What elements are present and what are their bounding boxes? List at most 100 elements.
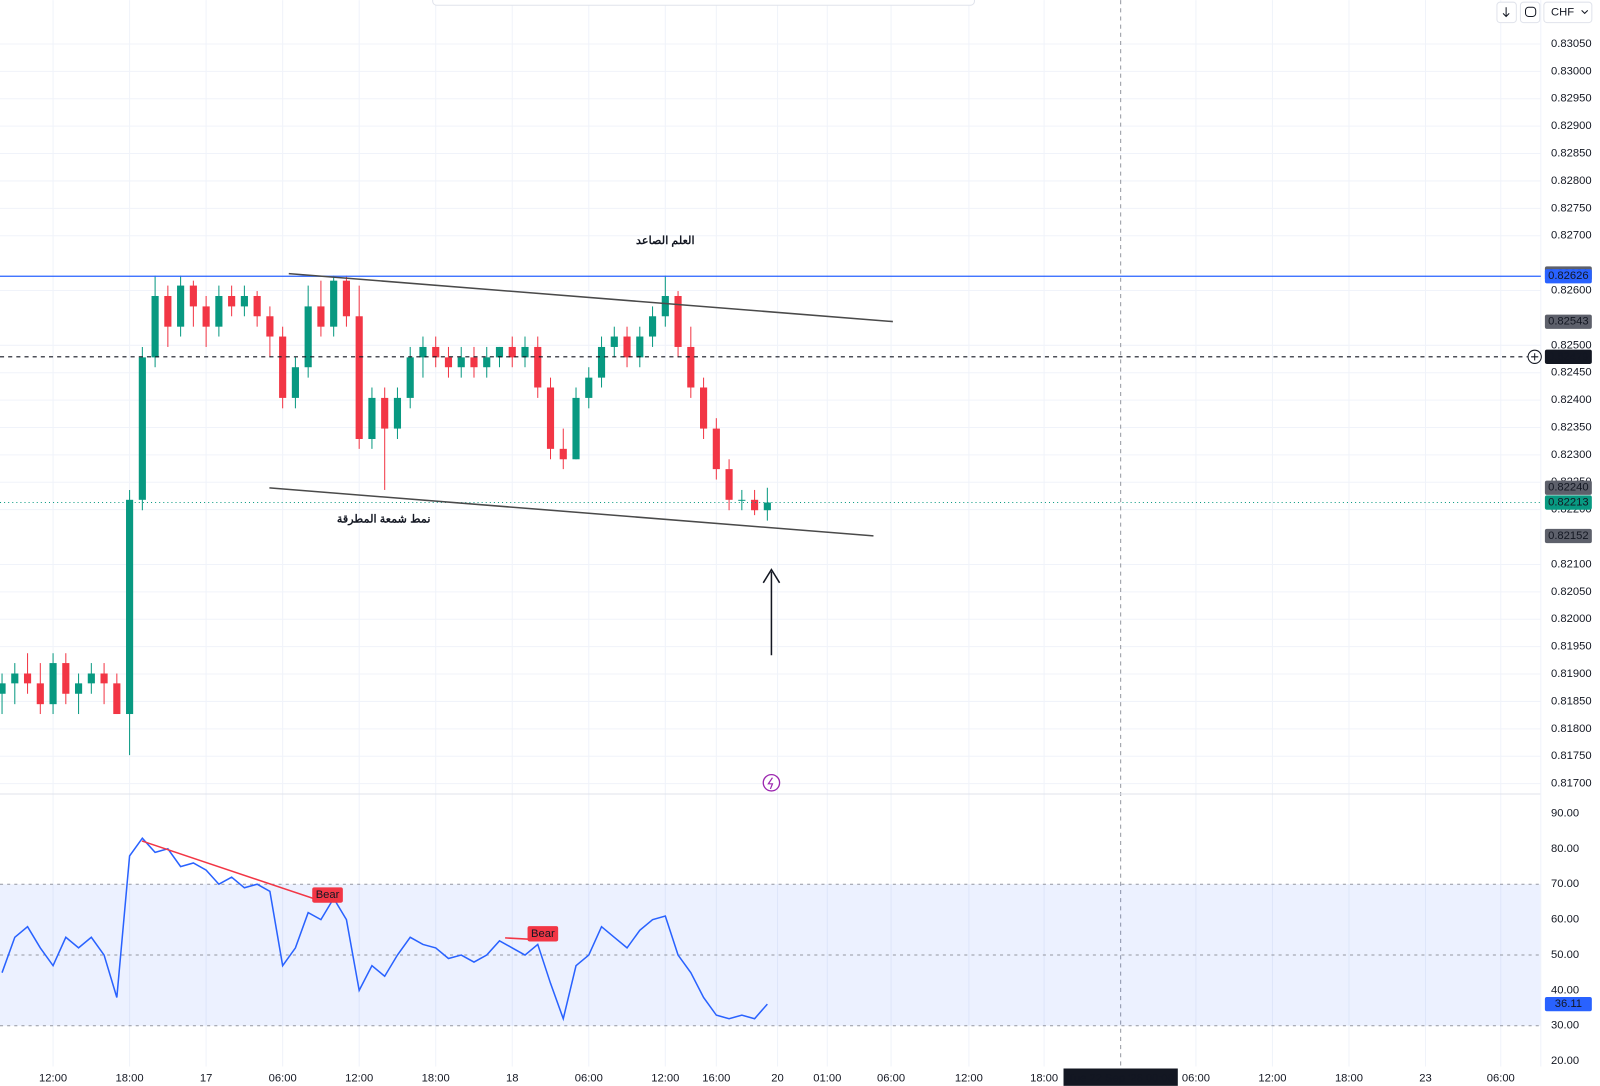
candle-body (304, 306, 312, 368)
candle-body (419, 346, 427, 358)
y-tick-label: 0.82500 (1551, 339, 1592, 351)
candle-body (253, 295, 261, 317)
y-tick-label: 0.82100 (1551, 558, 1592, 570)
signal-label: Bear (316, 889, 340, 901)
scroll-icon (1502, 7, 1510, 18)
upper-trendline (288, 272, 893, 323)
candle-body (648, 316, 657, 337)
price-badge-label: 0.82213 (1548, 497, 1589, 509)
crosshair-add-icon (1531, 353, 1539, 361)
candle-body (355, 316, 363, 439)
candle-body (495, 346, 504, 358)
arrow-head (762, 568, 781, 584)
price-badge (1544, 349, 1592, 364)
price-badge-label: 0.82543 (1548, 316, 1589, 328)
price-badge (1544, 269, 1592, 284)
candle-body (202, 306, 210, 327)
candle-body (36, 683, 44, 705)
y-tick-label: 0.82800 (1551, 175, 1592, 187)
x-tick-label: 18 (506, 1073, 518, 1085)
y-tick-label: 20.00 (1551, 1055, 1579, 1067)
y-tick-label: 0.83050 (1551, 38, 1592, 50)
candle-body (623, 336, 631, 358)
x-tick-label: 17 (200, 1073, 212, 1085)
x-tick-label: 12:00 (39, 1073, 67, 1085)
candle-body (113, 683, 121, 715)
signal-badge (527, 926, 559, 942)
y-tick-label: 60.00 (1551, 914, 1579, 926)
candle-body (228, 295, 236, 307)
y-tick-label: 0.81800 (1551, 723, 1592, 735)
y-tick-label: 0.83000 (1551, 65, 1592, 77)
candle-body (738, 499, 746, 501)
candle-body (585, 377, 593, 398)
rsi-badge-label: 36.11 (1555, 998, 1582, 1010)
candle-body (534, 346, 542, 388)
candle-body (279, 336, 287, 398)
x-tick-label: 06:00 (575, 1073, 603, 1085)
candle-body (62, 663, 70, 694)
candle-body (100, 673, 108, 684)
crosshair-time-label: Tue 22 Sep '26 00:00 (1067, 1073, 1174, 1085)
candle-body (546, 387, 555, 449)
candle-body (164, 295, 172, 327)
candle-body (368, 397, 376, 439)
rsi-badge (1544, 997, 1592, 1012)
price-badge-label: 0.82152 (1548, 530, 1589, 542)
y-tick-label: 0.82050 (1551, 586, 1592, 598)
y-tick-label: 0.82350 (1551, 421, 1592, 433)
rsi-line (1, 836, 768, 1022)
price-badge (1544, 314, 1592, 329)
y-tick-label: 0.82400 (1551, 394, 1592, 406)
candle-body (432, 346, 440, 358)
candle-body (23, 673, 32, 684)
top-toolbar[interactable] (432, 0, 975, 6)
currency-button[interactable] (1543, 1, 1593, 24)
candle-body (393, 397, 402, 429)
candle-body (572, 397, 580, 460)
y-tick-label: 0.81850 (1551, 695, 1592, 707)
candle-body (444, 357, 453, 368)
sync-button[interactable] (1519, 1, 1541, 24)
x-tick-label: 23 (1419, 1073, 1431, 1085)
y-tick-label: 70.00 (1551, 878, 1579, 890)
x-tick-label: 18:00 (422, 1073, 450, 1085)
y-tick-label: 0.82300 (1551, 449, 1592, 461)
y-tick-label: 50.00 (1551, 949, 1579, 961)
candle-body (674, 295, 682, 347)
x-tick-label: 18:00 (116, 1073, 144, 1085)
candle-body (700, 387, 708, 429)
y-tick-label: 0.82700 (1551, 230, 1592, 242)
rsi-band (0, 884, 1541, 1026)
y-tick-label: 40.00 (1551, 984, 1579, 996)
x-tick-label: 06:00 (877, 1073, 905, 1085)
x-tick-label: 06:00 (1487, 1073, 1515, 1085)
event-icon-bolt (767, 777, 774, 790)
y-tick-label: 0.82450 (1551, 367, 1592, 379)
sync-icon (1525, 6, 1537, 17)
candle-body (381, 397, 389, 429)
price-badge-label: 0.82479 (1548, 351, 1589, 363)
y-tick-label: 0.82950 (1551, 93, 1592, 105)
y-tick-label: 80.00 (1551, 843, 1579, 855)
y-tick-label: 0.82600 (1551, 284, 1592, 296)
candle-body (751, 499, 759, 511)
candle-body (712, 428, 720, 470)
candle-body (330, 280, 338, 327)
price-badge-label: 0.82240 (1548, 482, 1589, 494)
y-tick-label: 0.81950 (1551, 641, 1592, 653)
candle-body (470, 357, 478, 368)
x-tick-label: 18:00 (1030, 1073, 1058, 1085)
candle-body (725, 469, 733, 500)
candle-body (636, 336, 644, 358)
event-icon[interactable] (762, 773, 781, 792)
candle-body (240, 295, 248, 307)
candle-body (661, 295, 669, 317)
candle-body (177, 285, 185, 327)
lower-trendline (269, 487, 874, 537)
candle-body (559, 448, 567, 460)
candle-body (215, 295, 223, 327)
labels: 0.83050 0.83000 0.82950 0.82900 0.82850 0.828… (39, 38, 1592, 1086)
x-tick-label: 12:00 (651, 1073, 679, 1085)
